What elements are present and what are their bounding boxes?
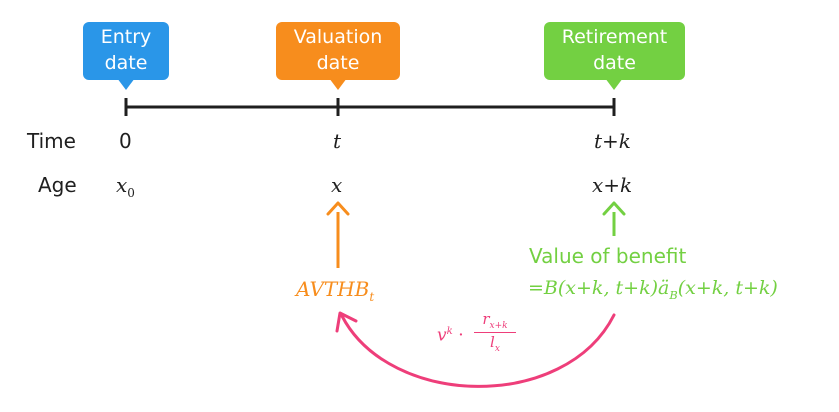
age-entry-sub: 0: [127, 186, 135, 200]
benefit-formula-post: (x+k, t+k): [677, 277, 778, 299]
time-valuation-value: t: [333, 129, 342, 153]
discount-num-base: r: [482, 310, 490, 328]
valuation-callout-line1: Valuation: [293, 26, 383, 48]
benefit-formula-sub: B: [669, 287, 678, 302]
discount-curved-arrow: [340, 313, 616, 388]
age-valuation-value: x: [331, 173, 343, 197]
valuation-date-callout: Valuation date: [276, 22, 400, 80]
valuation-callout-tail: [329, 78, 347, 90]
discount-v: v: [437, 325, 447, 346]
retirement-callout-tail: [605, 78, 623, 90]
discount-v-sup: k: [446, 326, 453, 337]
discount-fraction-bar: [474, 332, 516, 333]
age-retirement-value: x+k: [592, 173, 633, 197]
avthb-sub: t: [369, 290, 375, 304]
time-retirement-value: t+k: [594, 129, 631, 153]
avthb-label: AVTHBt: [296, 279, 374, 303]
valuation-up-arrow-head: [326, 201, 350, 216]
age-entry-base: x: [116, 173, 128, 197]
age-row-label: Age: [38, 173, 77, 197]
age-entry-value: x0: [116, 175, 135, 199]
discount-factor: vk ·: [437, 325, 464, 346]
entry-date-callout: Entry date: [83, 22, 169, 80]
valuation-callout-line2: date: [316, 52, 360, 74]
discount-fraction: rx+k lx: [474, 312, 516, 354]
retirement-callout-line1: Retirement: [561, 26, 668, 48]
benefit-formula-pre: =B(x+k, t+k)ä: [528, 277, 670, 299]
benefit-formula: =B(x+k, t+k)äB(x+k, t+k): [528, 279, 778, 301]
discount-dot: ·: [458, 325, 464, 346]
entry-callout-tail: [117, 78, 135, 90]
discount-curved-arrowhead: [335, 311, 358, 333]
discount-numerator: rx+k: [474, 312, 516, 331]
discount-num-sub: x+k: [489, 321, 508, 331]
discount-den-sub: x: [494, 344, 500, 354]
retirement-up-arrow-head: [602, 201, 626, 216]
retirement-callout-line2: date: [593, 52, 636, 74]
entry-callout-line2: date: [104, 52, 148, 74]
discount-den-base: l: [490, 333, 495, 351]
benefit-title: Value of benefit: [529, 244, 687, 268]
time-row-label: Time: [27, 129, 76, 153]
retirement-date-callout: Retirement date: [544, 22, 685, 80]
discount-denominator: lx: [474, 335, 516, 354]
avthb-base: AVTHB: [296, 277, 370, 301]
time-entry-value: 0: [119, 129, 132, 153]
entry-callout-line1: Entry: [100, 26, 152, 48]
